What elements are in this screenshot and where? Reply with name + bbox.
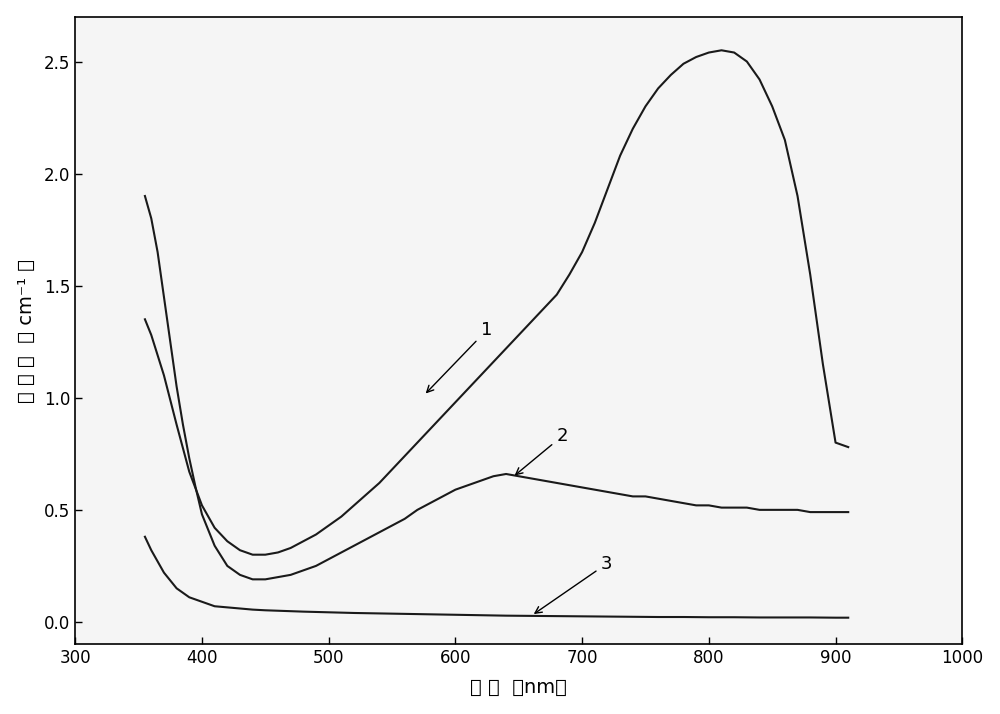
Text: 1: 1 — [427, 321, 492, 393]
Text: 2: 2 — [516, 427, 568, 475]
Text: 3: 3 — [535, 555, 613, 613]
X-axis label: 波 长  （nm）: 波 长 （nm） — [470, 678, 567, 698]
Y-axis label: 吸 光 度  （ cm⁻¹ ）: 吸 光 度 （ cm⁻¹ ） — [17, 258, 36, 403]
